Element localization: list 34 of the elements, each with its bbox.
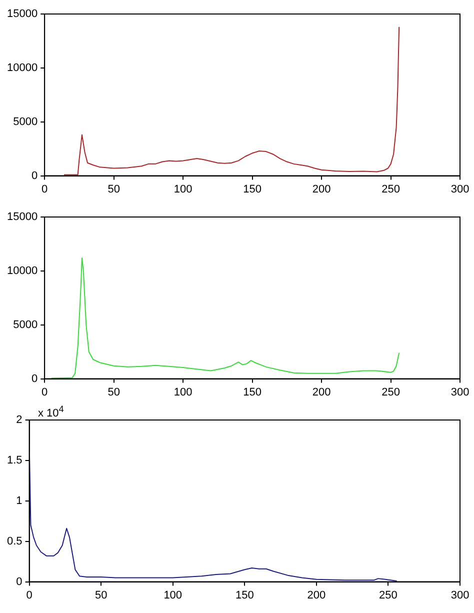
x-tick-label: 0 (42, 386, 48, 398)
text: x 10$^{4}$ (38, 404, 64, 420)
y-tick-label: 0 (16, 576, 22, 588)
y-tick-label: 1.5 (6, 454, 22, 466)
y-tick-label: 5000 (13, 116, 38, 128)
y-tick-label: 10000 (6, 264, 38, 277)
x-tick-label: 200 (312, 386, 331, 398)
y-tick-label: 5000 (13, 318, 38, 331)
x-tick-label: 100 (174, 183, 192, 196)
x-tick-label: 100 (174, 386, 192, 398)
x-tick-label: 300 (450, 386, 470, 398)
x-tick-label: 300 (450, 589, 470, 602)
x-tick-label: 300 (450, 183, 470, 196)
x-tick-label: 150 (235, 589, 254, 602)
y-tick-label: 10000 (6, 62, 38, 74)
y-tick-label: 0.5 (6, 535, 22, 548)
x-tick-label: 250 (382, 183, 400, 196)
x-tick-label: 200 (312, 183, 331, 196)
x-tick-label: 50 (108, 386, 120, 398)
x-tick-label: 100 (164, 589, 182, 602)
y-tick-label: 2 (16, 414, 22, 426)
y-tick-label: 0 (31, 372, 38, 385)
x-tick-label: 0 (42, 183, 48, 196)
x-tick-label: 250 (382, 386, 400, 398)
x-tick-label: 50 (108, 183, 120, 196)
x-tick-label: 250 (379, 589, 398, 602)
x-tick-label: 150 (243, 386, 262, 398)
y-tick-label: 1 (16, 494, 22, 507)
y-tick-label: 15000 (6, 211, 38, 224)
x-tick-label: 50 (94, 589, 108, 602)
y-tick-label: 0 (31, 170, 38, 182)
y-tick-label: 15000 (6, 8, 38, 20)
x-tick-label: 200 (307, 589, 326, 602)
x-tick-label: 150 (243, 183, 262, 196)
